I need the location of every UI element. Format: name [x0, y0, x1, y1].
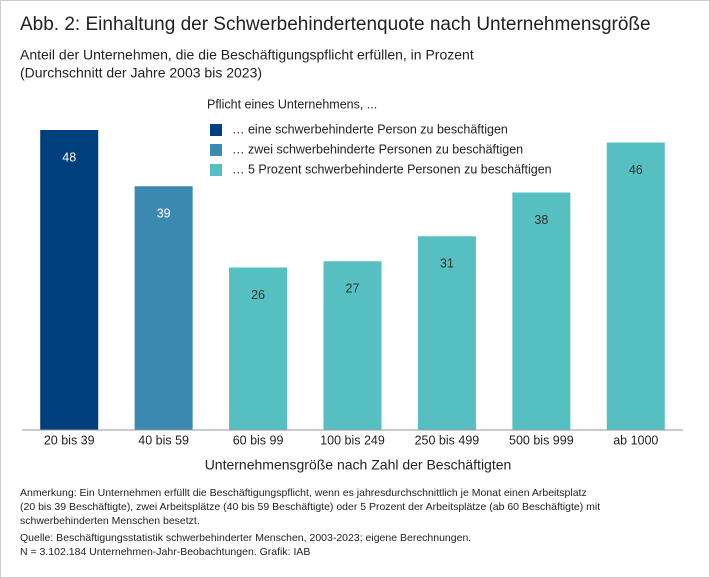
bar	[134, 186, 193, 430]
legend-label: … 5 Prozent schwerbehinderte Personen zu…	[232, 162, 552, 176]
legend-label: … zwei schwerbehinderte Personen zu besc…	[232, 142, 523, 156]
x-tick-label: 100 bis 249	[320, 433, 385, 447]
value-label: 38	[534, 213, 548, 227]
value-label: 46	[629, 163, 643, 177]
chart-title: Abb. 2: Einhaltung der Schwerbehinderten…	[20, 14, 651, 35]
value-label: 27	[346, 282, 360, 296]
bar	[512, 192, 571, 430]
x-axis-title: Unternehmensgröße nach Zahl der Beschäft…	[205, 457, 512, 473]
x-tick-label: 20 bis 39	[44, 433, 95, 447]
value-label: 39	[157, 207, 171, 221]
bar	[323, 261, 382, 430]
bar	[417, 236, 476, 430]
x-tick-label: ab 1000	[613, 433, 658, 447]
value-label: 26	[251, 288, 265, 302]
bar	[606, 142, 665, 430]
x-tick-label: 40 bis 59	[138, 433, 189, 447]
bar	[229, 267, 288, 430]
note: Quelle: Beschäftigungsstatistik schwerbe…	[20, 532, 471, 544]
bar	[40, 130, 99, 430]
value-label: 48	[62, 150, 76, 164]
legend-swatch	[210, 144, 222, 156]
x-tick-label: 250 bis 499	[415, 433, 480, 447]
note: N = 3.102.184 Unternehmen-Jahr-Beobachtu…	[20, 546, 310, 558]
x-tick-label: 500 bis 999	[509, 433, 574, 447]
subtitle: Anteil der Unternehmen, die die Beschäft…	[20, 47, 474, 63]
note: Anmerkung: Ein Unternehmen erfüllt die B…	[20, 487, 587, 499]
note: (20 bis 39 Beschäftigte), zwei Arbeitspl…	[20, 501, 600, 513]
note: schwerbehinderten Menschen besetzt.	[20, 515, 200, 527]
legend-label: … eine schwerbehinderte Person zu beschä…	[232, 122, 508, 136]
legend-swatch	[210, 124, 222, 136]
subtitle: (Durchschnitt der Jahre 2003 bis 2023)	[20, 65, 262, 81]
legend-title: Pflicht eines Unternehmens, ...	[207, 97, 377, 111]
x-tick-label: 60 bis 99	[233, 433, 284, 447]
legend-swatch	[210, 164, 222, 176]
value-label: 31	[440, 257, 454, 271]
